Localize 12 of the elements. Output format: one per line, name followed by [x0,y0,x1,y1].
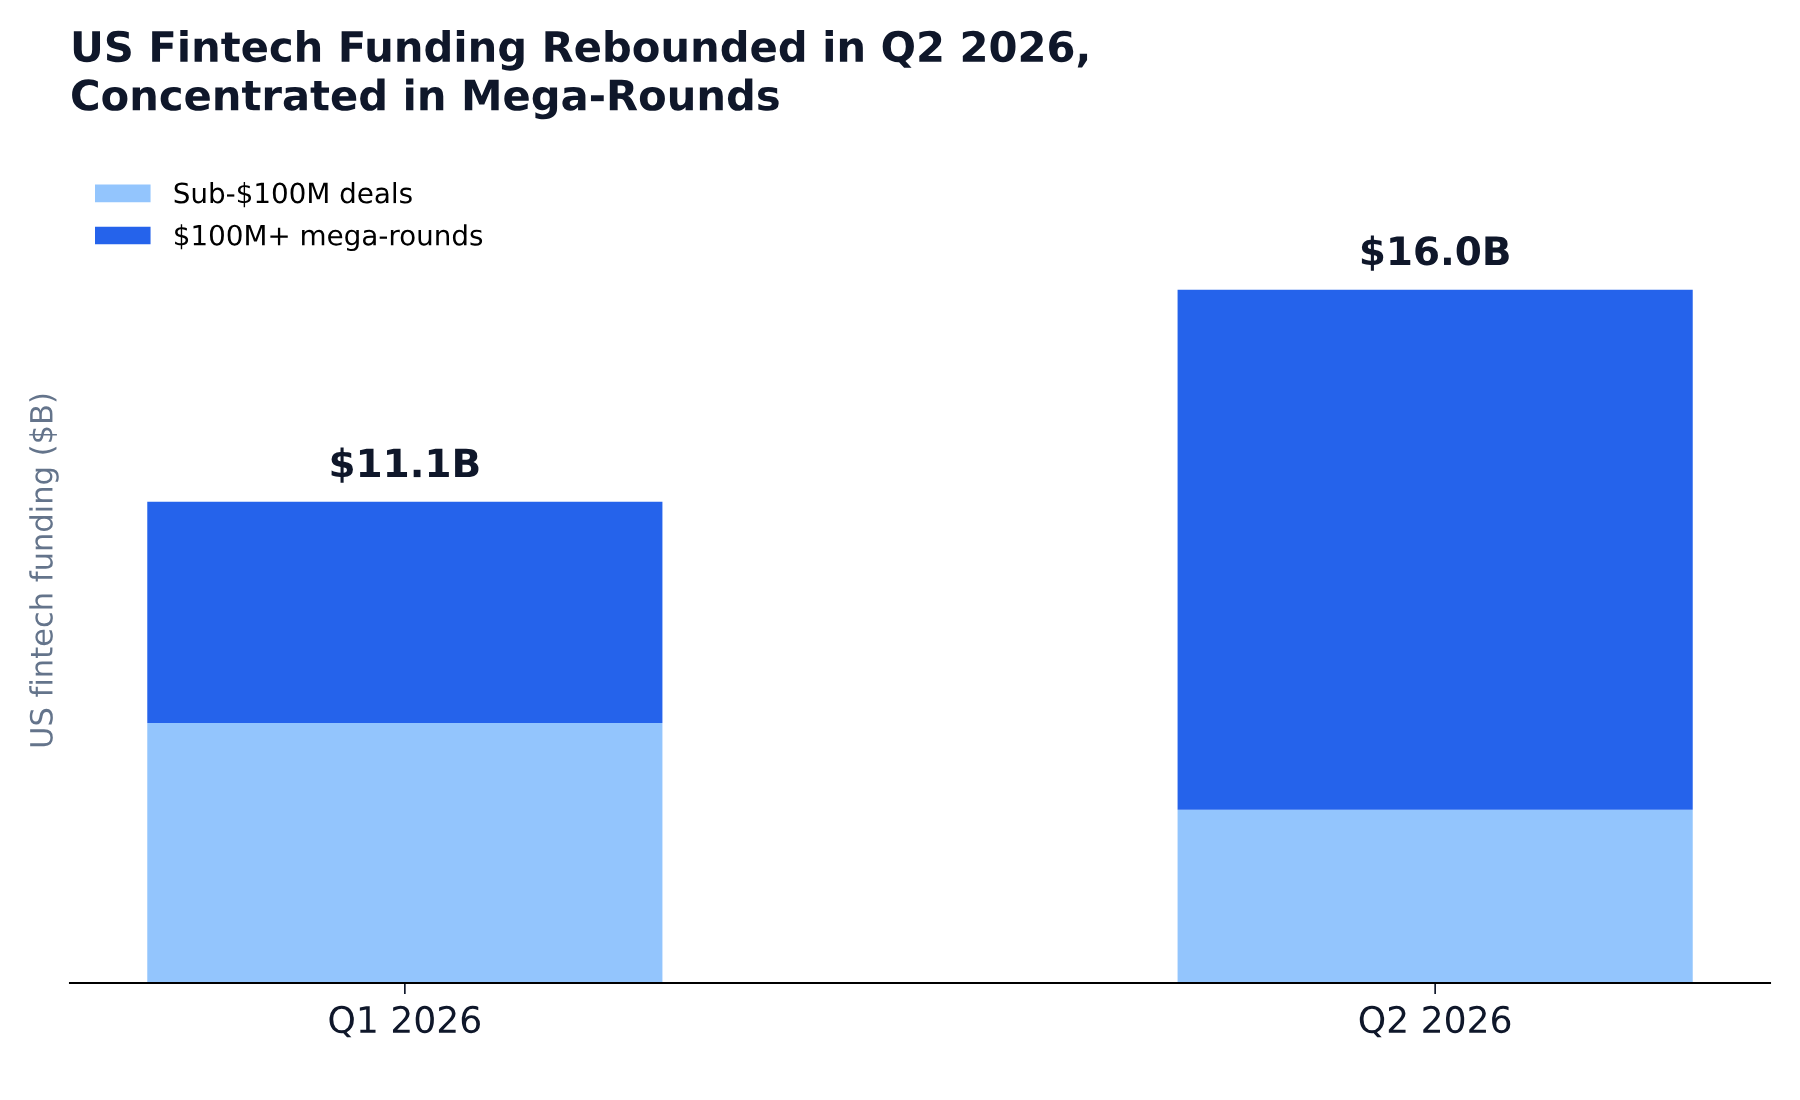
bar [147,723,663,983]
annotation: $16.0B [1361,235,1509,271]
bar [147,501,663,724]
y-axis-title: US fintech funding ($B) [29,394,59,747]
legend-label: $100M+ mega-rounds [175,224,483,252]
x-tick-label: Q2 2026 [1359,1005,1511,1038]
chart-title: US Fintech Funding Rebounded in Q2 2026, Concentrated in Mega-Rounds [72,30,1088,120]
annotation: $11.1B [331,447,479,483]
legend-label: Sub-$100M deals [174,182,412,208]
bar [1177,809,1693,983]
x-tick-label: Q1 2026 [329,1005,480,1038]
bar [1177,289,1693,810]
